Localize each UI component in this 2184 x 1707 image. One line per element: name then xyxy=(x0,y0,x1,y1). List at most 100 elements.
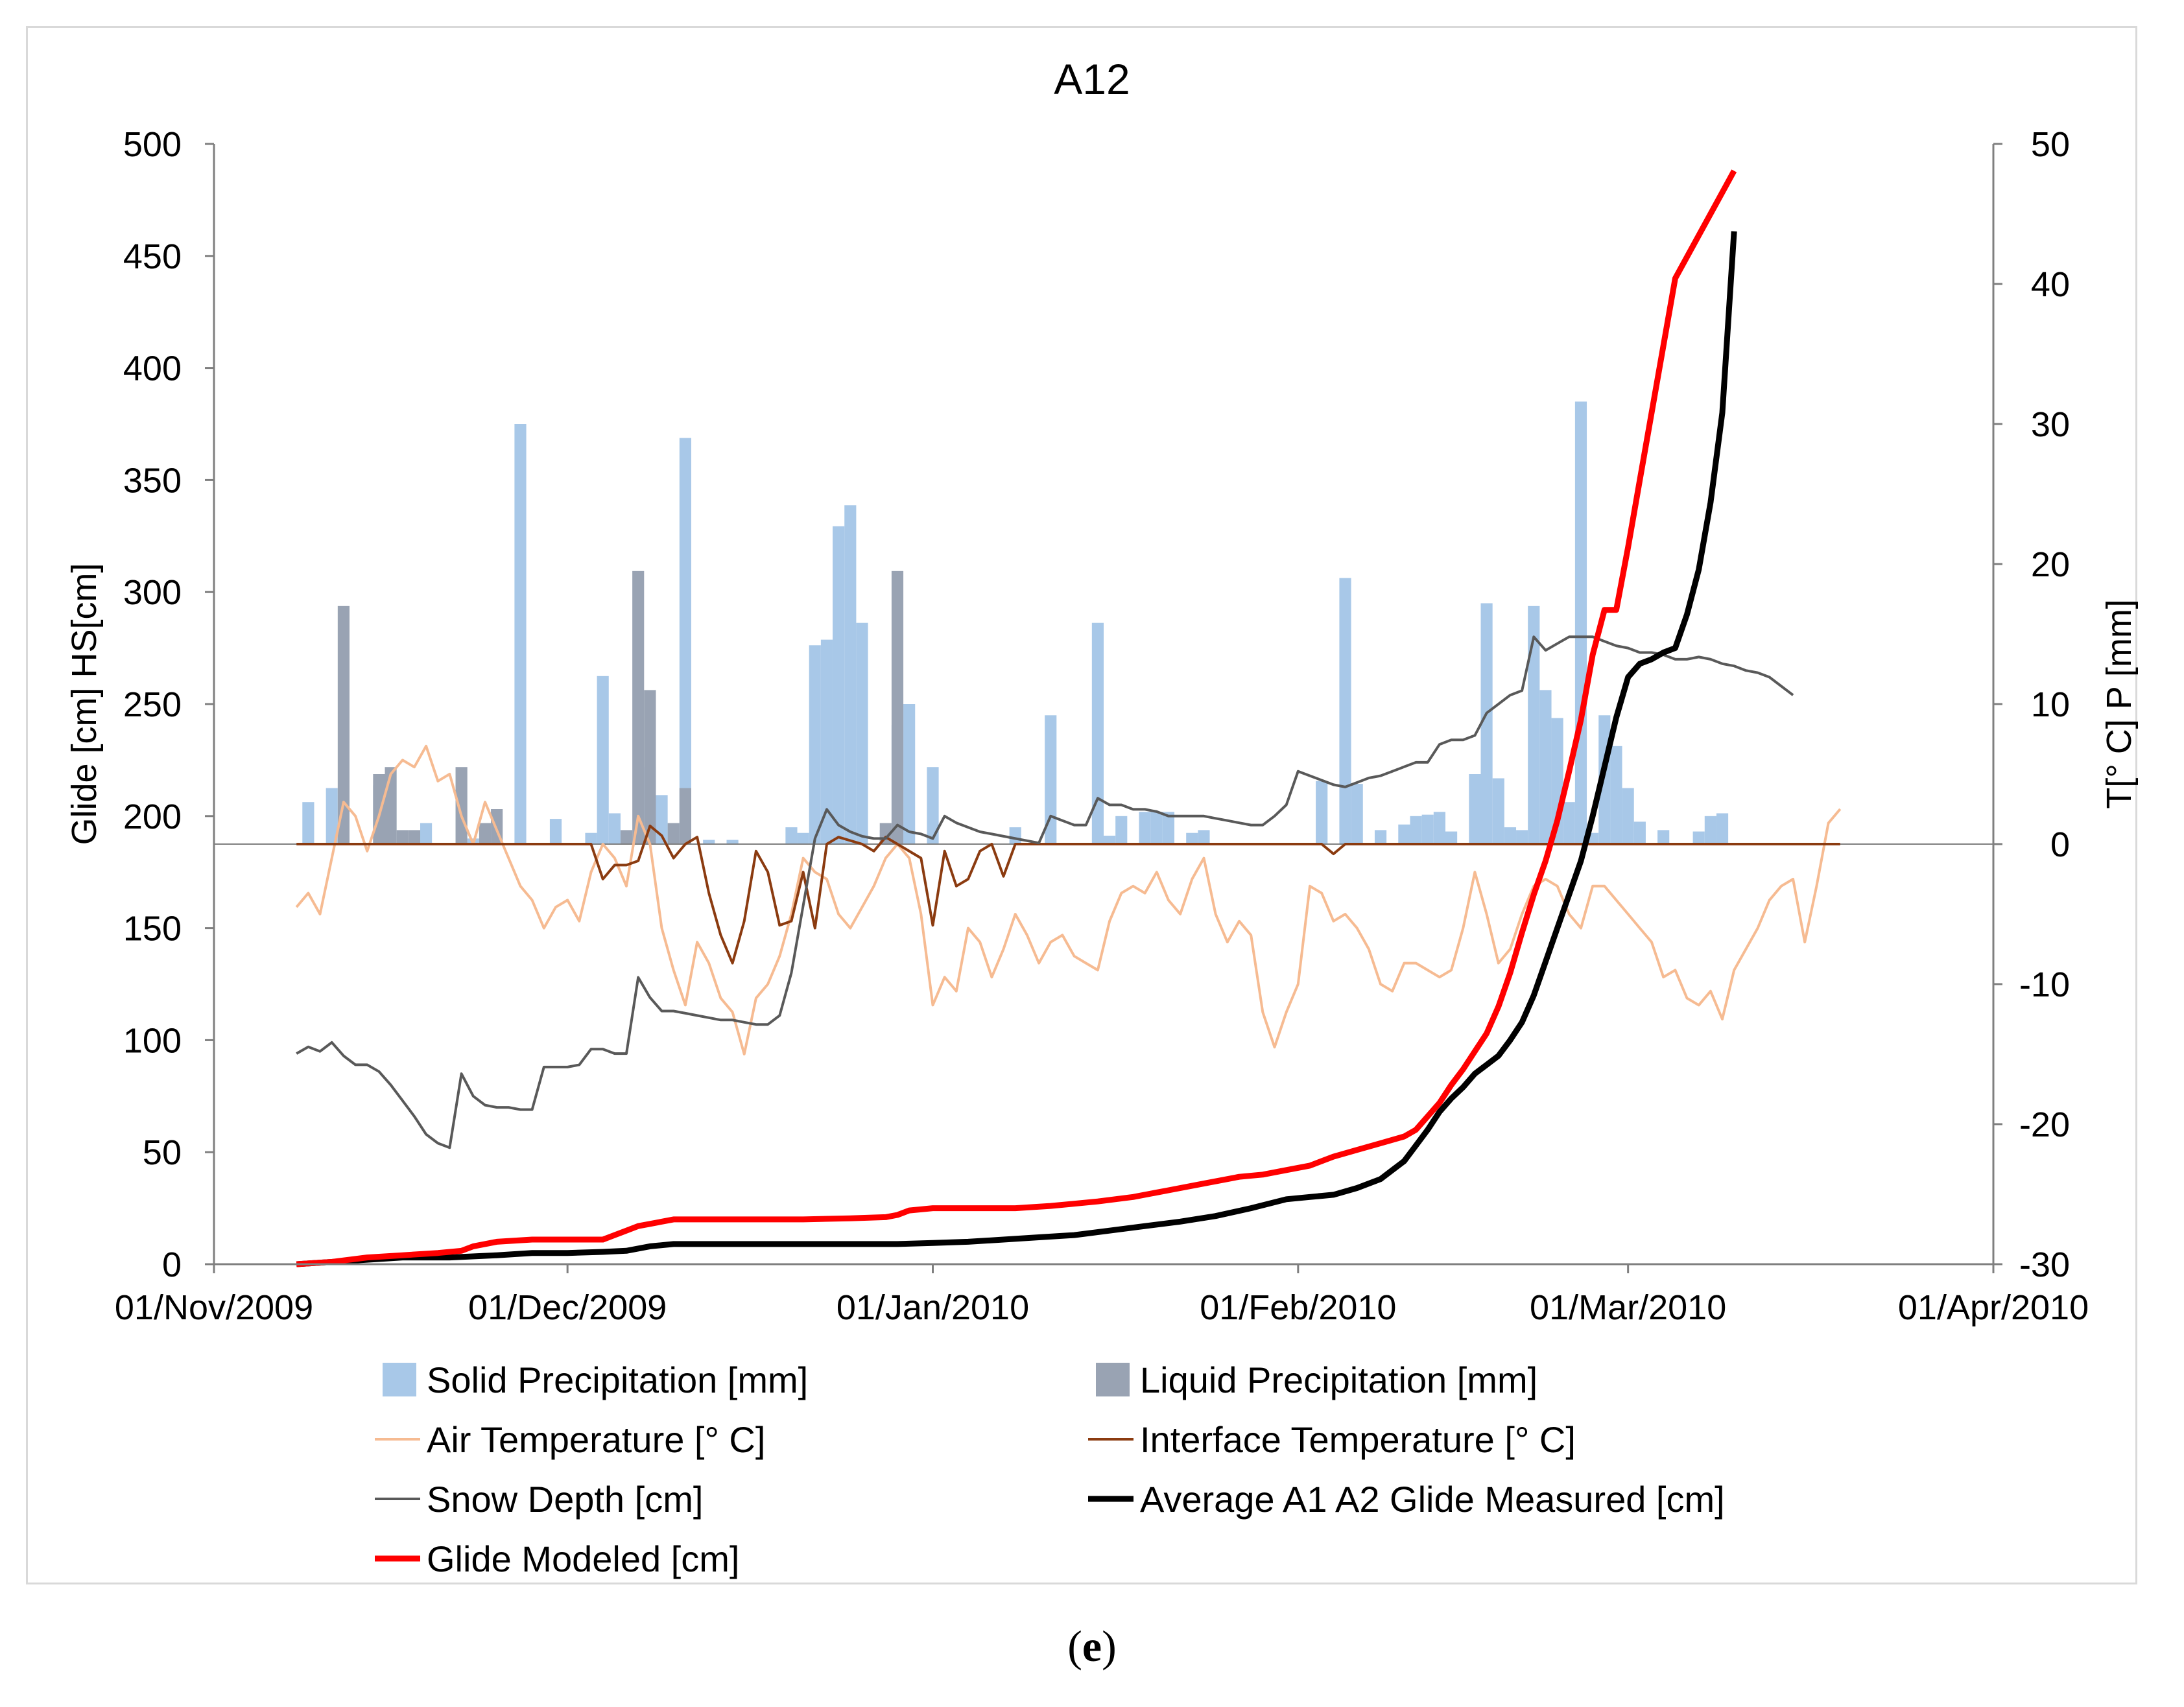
right-tick-label: 30 xyxy=(2031,405,2070,444)
solid-precipitation-bar xyxy=(1104,836,1116,844)
solid-precipitation-bar xyxy=(1398,824,1410,844)
solid-precipitation-bar xyxy=(1716,813,1729,844)
caption-letter: e xyxy=(1082,1621,1102,1671)
solid-precipitation-bar xyxy=(820,639,833,844)
caption-open: ( xyxy=(1067,1621,1082,1671)
liquid-precipitation-bar xyxy=(632,571,645,844)
right-tick-label: -20 xyxy=(2019,1105,2070,1144)
x-tick-label: 01/Apr/2010 xyxy=(1898,1288,2089,1327)
solid-precipitation-bar xyxy=(1528,606,1540,844)
legend-label-snow: Snow Depth [cm] xyxy=(427,1479,703,1520)
solid-precipitation-bar xyxy=(1045,715,1057,844)
solid-precipitation-bar xyxy=(1657,830,1670,844)
solid-precipitation-bar xyxy=(597,676,609,844)
liquid-precipitation-bar xyxy=(396,830,409,844)
right-tick-label: -30 xyxy=(2019,1245,2070,1284)
glide-measured-line xyxy=(296,231,1737,1267)
chart-title: A12 xyxy=(1054,55,1130,103)
solid-precipitation-bar xyxy=(1445,831,1458,844)
caption-close: ) xyxy=(1102,1621,1117,1671)
solid-precipitation-bar xyxy=(1091,622,1104,844)
legend-label-interface: Interface Temperature [° C] xyxy=(1140,1419,1576,1460)
liquid-precipitation-bar xyxy=(620,830,633,844)
right-tick-label: 20 xyxy=(2031,545,2070,584)
solid-precipitation-bar xyxy=(302,802,315,844)
solid-precipitation-bar xyxy=(1610,746,1622,844)
right-tick-label: 40 xyxy=(2031,265,2070,304)
left-tick-label: 50 xyxy=(143,1133,182,1172)
solid-precipitation-bar xyxy=(514,424,527,844)
legend-swatch-solid xyxy=(383,1363,416,1396)
right-axis-ticks: -30 -20 -10 0 10 20 30 40 50 xyxy=(1993,125,2070,1284)
solid-precipitation-bar xyxy=(844,505,857,844)
solid-precipitation-bar xyxy=(1574,401,1587,844)
air-temperature-line xyxy=(295,744,1842,1055)
solid-precipitation-bar xyxy=(1351,784,1363,844)
liquid-precipitation-bar xyxy=(479,823,492,844)
solid-precipitation-bar xyxy=(1162,812,1175,844)
liquid-precipitation-bar xyxy=(644,690,656,844)
solid-precipitation-bar xyxy=(1692,831,1705,844)
liquid-precipitation-bar xyxy=(667,823,680,844)
figure-caption: (e) xyxy=(0,1621,2184,1672)
solid-precipitation-bar xyxy=(1622,788,1634,844)
left-tick-label: 100 xyxy=(123,1021,182,1060)
solid-precipitation-bar xyxy=(1492,778,1504,844)
solid-precipitation-bar xyxy=(1469,774,1481,844)
legend-label-liquid: Liquid Precipitation [mm] xyxy=(1140,1360,1537,1400)
legend-label-modeled: Glide Modeled [cm] xyxy=(427,1538,739,1579)
series-lines xyxy=(295,169,1842,1267)
left-tick-label: 300 xyxy=(123,573,182,612)
solid-precipitation-bar xyxy=(420,823,433,844)
right-tick-label: -10 xyxy=(2019,965,2070,1004)
x-tick-label: 01/Nov/2009 xyxy=(115,1288,313,1327)
right-tick-label: 0 xyxy=(2050,825,2070,864)
right-tick-label: 50 xyxy=(2031,125,2070,164)
solid-precipitation-bars xyxy=(302,401,1729,844)
solid-precipitation-bar xyxy=(1421,814,1434,844)
left-tick-label: 250 xyxy=(123,685,182,724)
glide-modeled-line xyxy=(296,169,1737,1267)
left-tick-label: 200 xyxy=(123,797,182,836)
solid-precipitation-bar xyxy=(833,526,845,844)
solid-precipitation-bar xyxy=(1504,827,1517,844)
legend-swatch-liquid xyxy=(1096,1363,1130,1396)
solid-precipitation-bar xyxy=(903,704,916,844)
solid-precipitation-bar xyxy=(1539,690,1552,844)
liquid-precipitation-bar xyxy=(408,830,421,844)
liquid-precipitation-bars xyxy=(337,571,904,844)
left-tick-label: 150 xyxy=(123,910,182,948)
interface-temperature-line xyxy=(296,824,1840,965)
solid-precipitation-bar xyxy=(1563,802,1575,844)
solid-precipitation-bar xyxy=(1433,812,1445,844)
solid-precipitation-bar xyxy=(1150,812,1163,844)
solid-precipitation-bar xyxy=(1339,578,1351,844)
solid-precipitation-bar xyxy=(1410,816,1422,844)
x-tick-label: 01/Jan/2010 xyxy=(837,1288,1029,1327)
solid-precipitation-bar xyxy=(856,622,868,844)
right-axis-title: T[° C] P [mm] xyxy=(2100,599,2139,809)
legend-label-measured: Average A1 A2 Glide Measured [cm] xyxy=(1140,1479,1725,1520)
solid-precipitation-bar xyxy=(1374,830,1387,844)
solid-precipitation-bar xyxy=(1633,821,1646,844)
legend-label-air: Air Temperature [° C] xyxy=(427,1419,765,1460)
solid-precipitation-bar xyxy=(326,788,338,844)
liquid-precipitation-bar xyxy=(679,788,691,844)
left-axis-title: Glide [cm] HS[cm] xyxy=(65,563,104,845)
right-tick-label: 10 xyxy=(2031,685,2070,724)
solid-precipitation-bar xyxy=(679,438,691,844)
liquid-precipitation-bar xyxy=(373,774,385,844)
solid-precipitation-bar xyxy=(809,645,821,844)
x-tick-label: 01/Mar/2010 xyxy=(1530,1288,1726,1327)
solid-precipitation-bar xyxy=(1516,830,1528,844)
legend-label-solid: Solid Precipitation [mm] xyxy=(427,1360,808,1400)
solid-precipitation-bar xyxy=(1480,603,1493,844)
solid-precipitation-bar xyxy=(1009,827,1021,844)
left-tick-label: 400 xyxy=(123,349,182,388)
snow-depth-line xyxy=(296,635,1794,1149)
liquid-precipitation-bar xyxy=(891,571,904,844)
solid-precipitation-bar xyxy=(726,840,739,844)
solid-precipitation-bar xyxy=(1704,816,1716,844)
x-axis-ticks: 01/Nov/2009 01/Dec/2009 01/Jan/2010 01/Feb/… xyxy=(115,1264,2089,1327)
